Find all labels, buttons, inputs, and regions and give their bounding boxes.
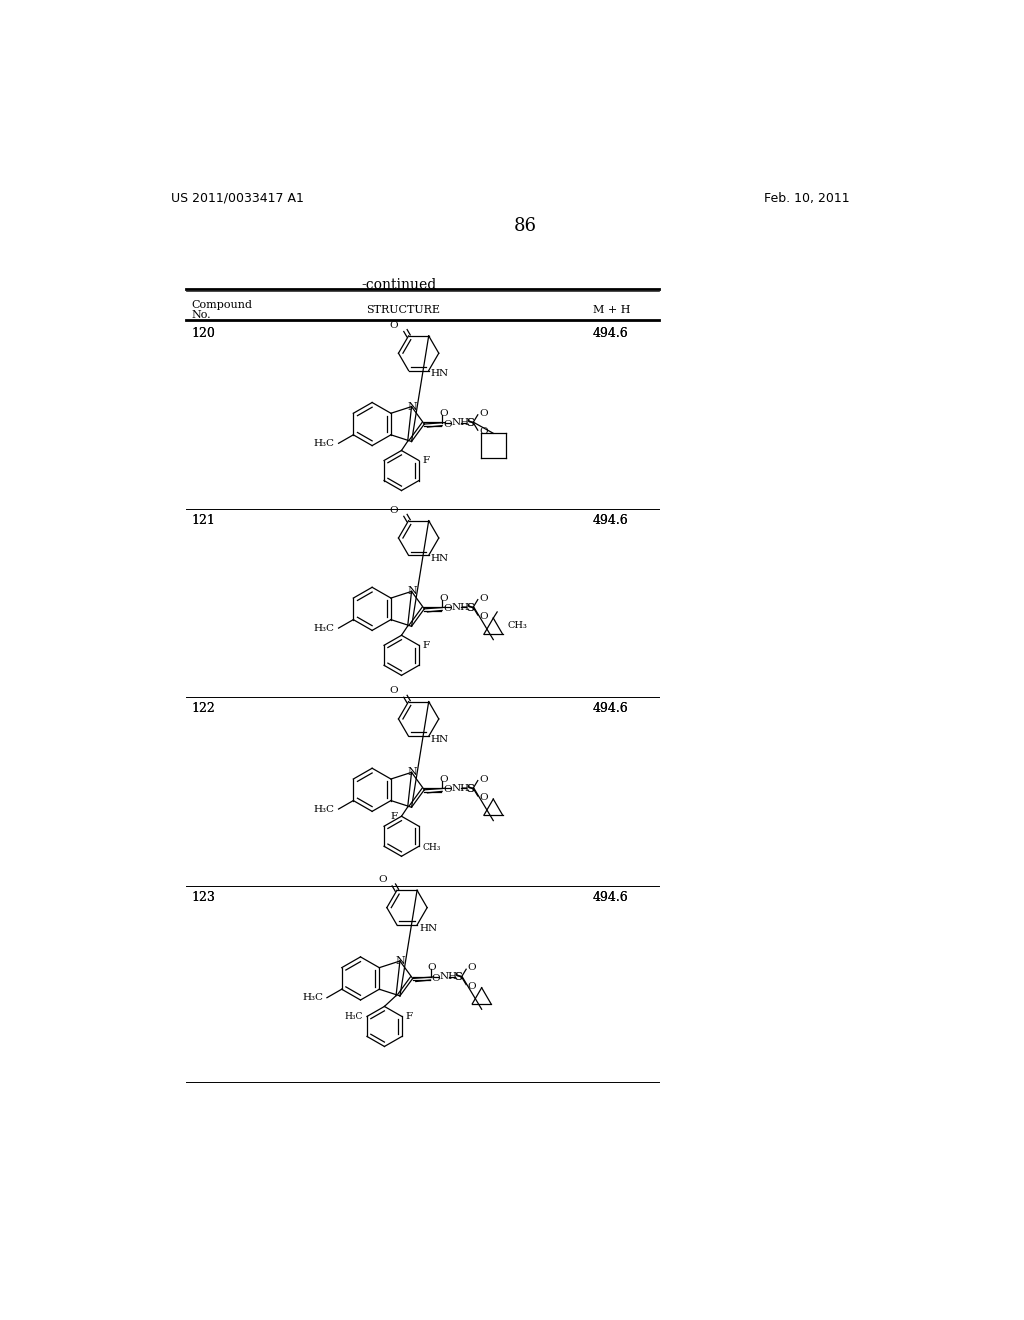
Text: S: S bbox=[466, 602, 474, 612]
Text: O: O bbox=[439, 775, 447, 784]
Text: 494.6: 494.6 bbox=[593, 327, 629, 341]
Text: O: O bbox=[439, 409, 447, 417]
Text: O: O bbox=[479, 409, 488, 417]
Text: S: S bbox=[466, 783, 474, 793]
Text: 122: 122 bbox=[191, 702, 215, 715]
Text: 120: 120 bbox=[191, 327, 215, 341]
Text: O: O bbox=[390, 321, 398, 330]
Text: O: O bbox=[479, 594, 488, 602]
Text: HN: HN bbox=[431, 370, 449, 379]
Text: O: O bbox=[479, 612, 488, 620]
Text: Compound: Compound bbox=[191, 301, 253, 310]
Text: 120: 120 bbox=[191, 327, 215, 341]
Text: HN: HN bbox=[419, 924, 437, 933]
Text: O: O bbox=[479, 428, 488, 436]
Text: O: O bbox=[378, 875, 387, 884]
Text: N: N bbox=[408, 586, 417, 597]
Text: H₃C: H₃C bbox=[313, 805, 335, 813]
Text: H₃C: H₃C bbox=[313, 438, 335, 447]
Text: NH: NH bbox=[440, 973, 458, 981]
Text: 121: 121 bbox=[191, 513, 215, 527]
Text: NH: NH bbox=[452, 603, 470, 611]
Text: O: O bbox=[390, 506, 398, 515]
Text: 122: 122 bbox=[191, 702, 215, 715]
Text: H₃C: H₃C bbox=[302, 993, 323, 1002]
Text: 86: 86 bbox=[513, 218, 537, 235]
Text: 494.6: 494.6 bbox=[593, 513, 629, 527]
Text: 123: 123 bbox=[191, 891, 215, 904]
Text: 494.6: 494.6 bbox=[593, 702, 629, 715]
Text: F: F bbox=[390, 812, 397, 821]
Text: STRUCTURE: STRUCTURE bbox=[367, 305, 440, 315]
Text: N: N bbox=[408, 767, 417, 777]
Text: 494.6: 494.6 bbox=[593, 327, 629, 341]
Text: Feb. 10, 2011: Feb. 10, 2011 bbox=[764, 191, 849, 205]
Text: 123: 123 bbox=[191, 891, 215, 904]
Text: 121: 121 bbox=[191, 513, 215, 527]
Text: O: O bbox=[479, 793, 488, 803]
Text: O: O bbox=[443, 605, 452, 614]
Text: S: S bbox=[466, 417, 474, 428]
Text: US 2011/0033417 A1: US 2011/0033417 A1 bbox=[171, 191, 303, 205]
Text: M + H: M + H bbox=[593, 305, 631, 315]
Text: O: O bbox=[432, 974, 440, 983]
Text: N: N bbox=[408, 401, 417, 412]
Text: No.: No. bbox=[191, 310, 211, 319]
Text: 494.6: 494.6 bbox=[593, 513, 629, 527]
Text: F: F bbox=[406, 1012, 413, 1020]
Text: O: O bbox=[428, 964, 436, 972]
Text: O: O bbox=[479, 775, 488, 784]
Text: 494.6: 494.6 bbox=[593, 891, 629, 904]
Text: HN: HN bbox=[431, 554, 449, 564]
Text: F: F bbox=[423, 455, 430, 465]
Text: -continued: -continued bbox=[361, 279, 437, 293]
Text: N: N bbox=[396, 956, 406, 966]
Text: CH₃: CH₃ bbox=[507, 620, 527, 630]
Text: S: S bbox=[455, 972, 463, 982]
Text: 494.6: 494.6 bbox=[593, 702, 629, 715]
Text: O: O bbox=[468, 982, 476, 990]
Text: F: F bbox=[423, 640, 430, 649]
Text: HN: HN bbox=[431, 735, 449, 744]
Text: CH₃: CH₃ bbox=[423, 843, 441, 853]
Text: NH: NH bbox=[452, 784, 470, 793]
Text: O: O bbox=[390, 686, 398, 696]
Text: O: O bbox=[468, 964, 476, 972]
Text: 494.6: 494.6 bbox=[593, 891, 629, 904]
Text: O: O bbox=[443, 785, 452, 795]
Text: NH: NH bbox=[452, 418, 470, 426]
Text: H₃C: H₃C bbox=[313, 623, 335, 632]
Text: O: O bbox=[439, 594, 447, 602]
Text: H₃C: H₃C bbox=[345, 1012, 364, 1020]
Text: O: O bbox=[443, 420, 452, 429]
